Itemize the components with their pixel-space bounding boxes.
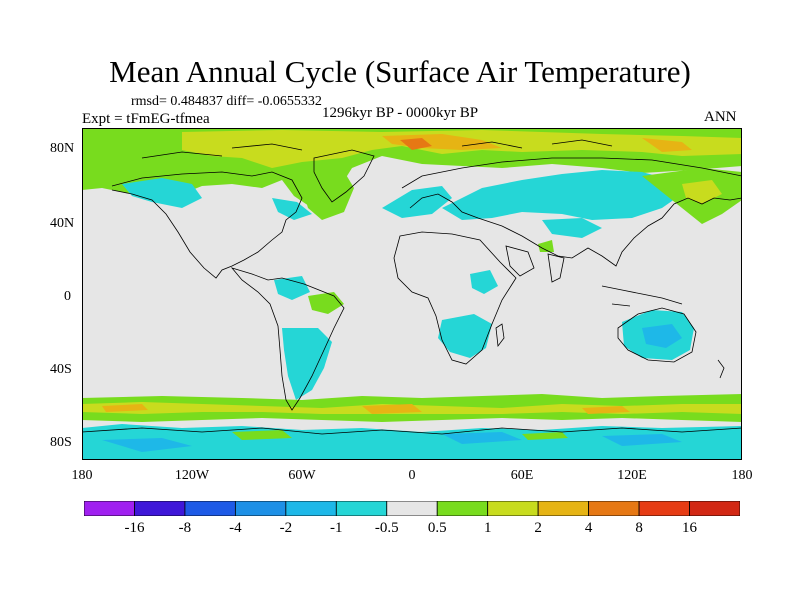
antarctic-warm-patch <box>232 430 568 440</box>
asia-cold-patch <box>542 218 602 238</box>
south-america-cold <box>282 328 332 400</box>
period-label: 1296kyr BP - 0000kyr BP <box>322 105 479 121</box>
plot-title: Mean Annual Cycle (Surface Air Temperatu… <box>109 54 691 89</box>
coastlines <box>82 139 742 435</box>
australia-cold-2 <box>642 324 682 348</box>
lat-tick-0: 0 <box>64 289 71 304</box>
colorbar-label-6: 0.5 <box>427 520 447 536</box>
lat-tick-40s: 40S <box>50 362 72 377</box>
colorbar-box-6 <box>386 501 438 516</box>
colorbar-label-4: -1 <box>330 520 343 536</box>
colorbar-label-5: -0.5 <box>374 520 399 536</box>
lat-tick-80s: 80S <box>50 435 72 450</box>
lat-tick-80n: 80N <box>50 141 75 156</box>
colorbar-label-1: -8 <box>178 520 192 536</box>
colorbar-box-3 <box>234 501 287 516</box>
africa-cold-2 <box>470 270 498 294</box>
north-atlantic-warm <box>302 168 354 220</box>
southern-orange-patches <box>102 404 630 414</box>
lon-tick-120w: 120W <box>174 468 210 483</box>
north-america-cold <box>122 178 202 208</box>
colorbar-box-9 <box>537 501 590 516</box>
africa-cold <box>438 314 492 358</box>
arctic-red-patch <box>400 138 432 150</box>
colorbar-label-10: 8 <box>635 520 643 536</box>
colorbar-box-4 <box>285 501 337 516</box>
temperature-anomaly-map <box>82 128 742 460</box>
siberia-warm-2 <box>682 180 722 204</box>
colorbar-box-5 <box>335 501 388 516</box>
colorbar-box-0 <box>84 501 135 516</box>
colorbar-box-12 <box>689 501 740 516</box>
colorbar-label-7: 1 <box>483 520 492 536</box>
lon-tick-60w: 60W <box>288 468 316 483</box>
colorbar-box-8 <box>487 501 539 516</box>
colorbar-box-1 <box>134 501 186 516</box>
colorbar <box>84 501 740 516</box>
lon-tick-60e: 60E <box>510 468 534 483</box>
colorbar-label-8: 2 <box>534 520 542 536</box>
north-america-cold-2 <box>272 198 312 220</box>
south-america-cold-2 <box>274 276 310 300</box>
arctic-orange-patch-2 <box>642 138 692 152</box>
colorbar-box-10 <box>588 501 640 516</box>
colorbar-label-0: -16 <box>124 520 145 536</box>
colorbar-label-9: 4 <box>584 520 593 536</box>
colorbar-label-11: 16 <box>682 520 698 536</box>
colorbar-box-11 <box>638 501 690 516</box>
lon-tick-0: 0 <box>408 468 416 483</box>
colorbar-box-2 <box>184 501 236 516</box>
colorbar-label-2: -4 <box>229 520 242 536</box>
colorbar-label-3: -2 <box>279 520 293 536</box>
season-label: ANN <box>704 109 737 125</box>
colorbar-box-7 <box>436 501 489 516</box>
lat-tick-40n: 40N <box>50 216 75 231</box>
experiment-label: Expt = tFmEG-tfmea <box>82 111 210 127</box>
lon-tick-180w: 180 <box>71 468 93 483</box>
lon-tick-120e: 120E <box>617 468 647 483</box>
asia-warm-patch <box>538 240 554 252</box>
lon-tick-180e: 180 <box>731 468 753 483</box>
stats-text: rmsd= 0.484837 diff= -0.0655332 <box>131 94 322 109</box>
eurasia-cold-band <box>442 170 682 220</box>
